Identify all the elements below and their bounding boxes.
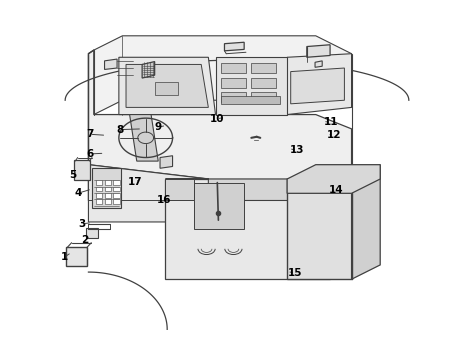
- Polygon shape: [216, 57, 287, 115]
- Polygon shape: [89, 165, 209, 222]
- Text: 3: 3: [79, 219, 86, 229]
- Bar: [96, 193, 102, 198]
- Bar: [113, 187, 120, 191]
- Text: 17: 17: [128, 177, 142, 187]
- Polygon shape: [315, 61, 322, 67]
- Text: 12: 12: [327, 130, 341, 140]
- Bar: [105, 199, 111, 204]
- Text: 2: 2: [81, 235, 89, 245]
- Polygon shape: [165, 179, 330, 279]
- FancyBboxPatch shape: [74, 160, 90, 180]
- Bar: [113, 199, 120, 204]
- Bar: [96, 180, 102, 185]
- Bar: [113, 180, 120, 185]
- Text: 10: 10: [210, 114, 224, 124]
- Bar: [221, 96, 280, 104]
- Text: 15: 15: [288, 268, 302, 278]
- Bar: [221, 78, 246, 88]
- Bar: [155, 82, 178, 95]
- Polygon shape: [225, 42, 244, 51]
- Polygon shape: [352, 165, 380, 279]
- Bar: [105, 180, 111, 185]
- Text: 5: 5: [69, 170, 76, 180]
- Bar: [251, 78, 276, 88]
- Bar: [105, 193, 111, 198]
- FancyBboxPatch shape: [66, 247, 87, 266]
- Polygon shape: [291, 68, 345, 104]
- Polygon shape: [194, 183, 244, 229]
- FancyBboxPatch shape: [86, 228, 98, 238]
- Bar: [251, 92, 276, 102]
- Polygon shape: [89, 50, 352, 200]
- Polygon shape: [105, 59, 117, 69]
- Polygon shape: [287, 54, 352, 115]
- Polygon shape: [287, 165, 380, 193]
- Bar: [221, 63, 246, 73]
- Text: 9: 9: [155, 122, 162, 132]
- Polygon shape: [92, 168, 121, 208]
- Text: 11: 11: [324, 117, 338, 127]
- Polygon shape: [129, 115, 158, 161]
- Bar: [96, 199, 102, 204]
- Bar: [96, 187, 102, 191]
- Polygon shape: [165, 179, 194, 200]
- Polygon shape: [119, 57, 216, 115]
- Polygon shape: [165, 179, 330, 200]
- Polygon shape: [94, 36, 352, 115]
- Text: 4: 4: [74, 188, 82, 198]
- Bar: [221, 92, 246, 102]
- Text: 6: 6: [86, 149, 93, 159]
- Bar: [105, 187, 111, 191]
- Bar: [113, 193, 120, 198]
- Polygon shape: [142, 62, 155, 78]
- Text: 14: 14: [329, 185, 344, 195]
- Text: 7: 7: [86, 129, 93, 139]
- Polygon shape: [307, 45, 330, 57]
- Text: 16: 16: [156, 195, 171, 205]
- Text: 8: 8: [116, 125, 124, 135]
- Bar: [251, 63, 276, 73]
- Polygon shape: [160, 156, 173, 168]
- Text: 13: 13: [290, 145, 304, 155]
- Text: 1: 1: [61, 252, 68, 262]
- Polygon shape: [287, 179, 352, 279]
- Polygon shape: [126, 64, 209, 107]
